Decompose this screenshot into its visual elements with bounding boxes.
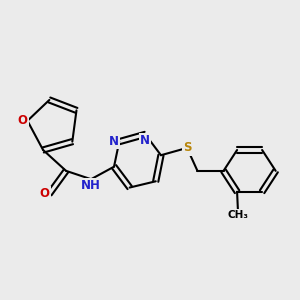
Text: O: O	[39, 187, 50, 200]
Text: O: O	[17, 114, 28, 127]
Text: S: S	[183, 141, 191, 154]
Text: CH₃: CH₃	[228, 210, 249, 220]
Text: NH: NH	[81, 179, 101, 192]
Text: N: N	[109, 135, 119, 148]
Text: N: N	[140, 134, 150, 147]
